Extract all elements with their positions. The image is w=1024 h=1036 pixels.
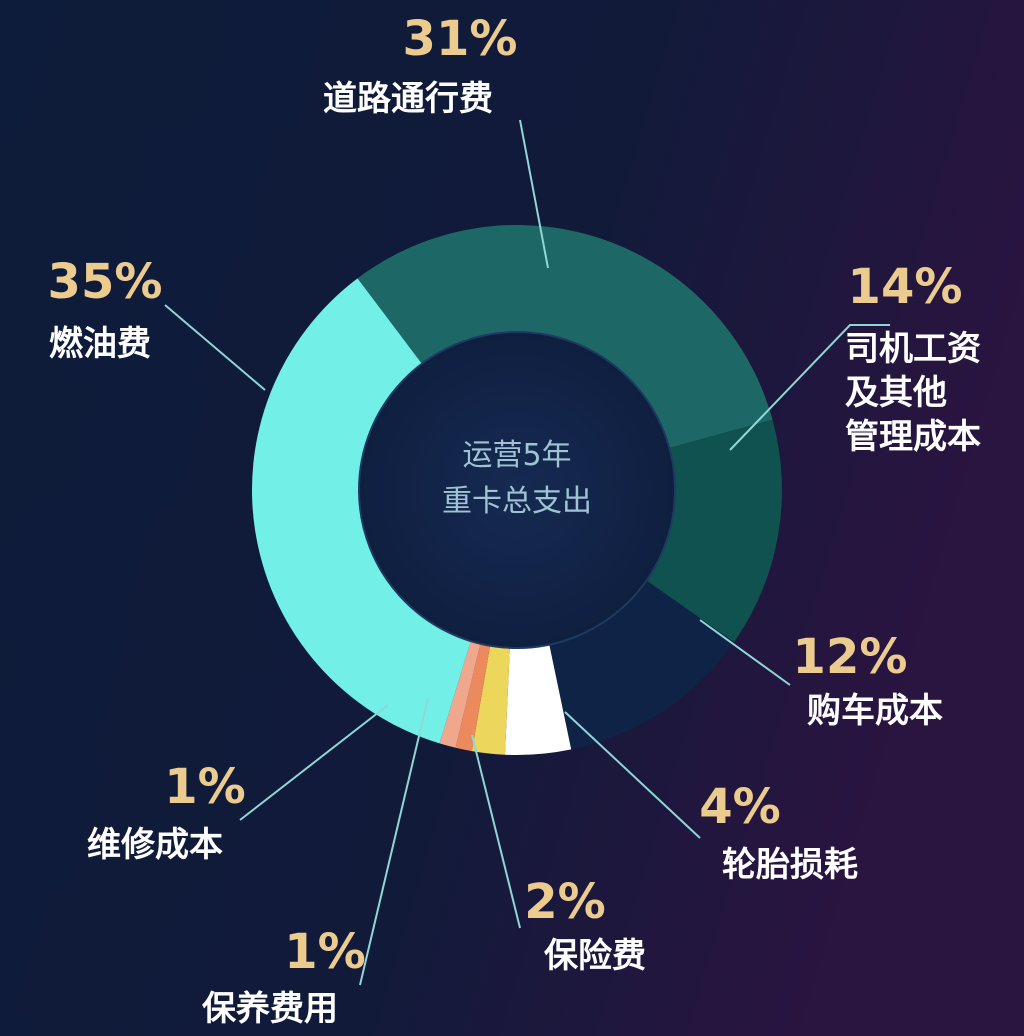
category-label: 保养费用 xyxy=(202,989,338,1029)
category-label: 道路通行费 xyxy=(323,79,493,119)
leader-line xyxy=(164,304,266,391)
slice xyxy=(471,637,511,755)
leader-line xyxy=(471,734,521,929)
category-label: 保险费 xyxy=(544,936,646,976)
leader-line xyxy=(519,119,549,269)
category-label: 维修成本 xyxy=(87,825,223,865)
value-label: 4% xyxy=(699,779,781,835)
leader-line xyxy=(729,324,890,451)
leader-line xyxy=(564,711,701,839)
labels: 31% 道路通行费 14% 司机工资及其他管理成本 12% 购车成本 4% 轮胎损耗 2% 保险费… xyxy=(48,11,981,1029)
category-label: 轮胎损耗 xyxy=(722,845,858,885)
leader-line xyxy=(359,697,429,986)
value-label: 1% xyxy=(164,759,246,815)
category-label: 司机工资及其他管理成本 xyxy=(845,329,981,457)
slice xyxy=(504,636,572,755)
slice xyxy=(357,225,773,451)
value-label: 31% xyxy=(403,11,518,67)
value-label: 12% xyxy=(793,629,908,685)
slice xyxy=(639,419,782,642)
slice xyxy=(439,633,483,748)
donut xyxy=(251,225,782,755)
center-label: 运营5年重卡总支出 xyxy=(442,438,592,519)
slice xyxy=(455,635,492,752)
donut-hole xyxy=(358,331,676,649)
value-label: 1% xyxy=(284,924,366,980)
value-label: 2% xyxy=(524,874,606,930)
value-label: 14% xyxy=(848,259,963,315)
category-label: 购车成本 xyxy=(807,691,943,731)
value-label: 35% xyxy=(48,254,163,310)
leader-line xyxy=(239,704,389,821)
leader-line xyxy=(699,619,791,686)
category-label: 燃油费 xyxy=(49,324,151,364)
